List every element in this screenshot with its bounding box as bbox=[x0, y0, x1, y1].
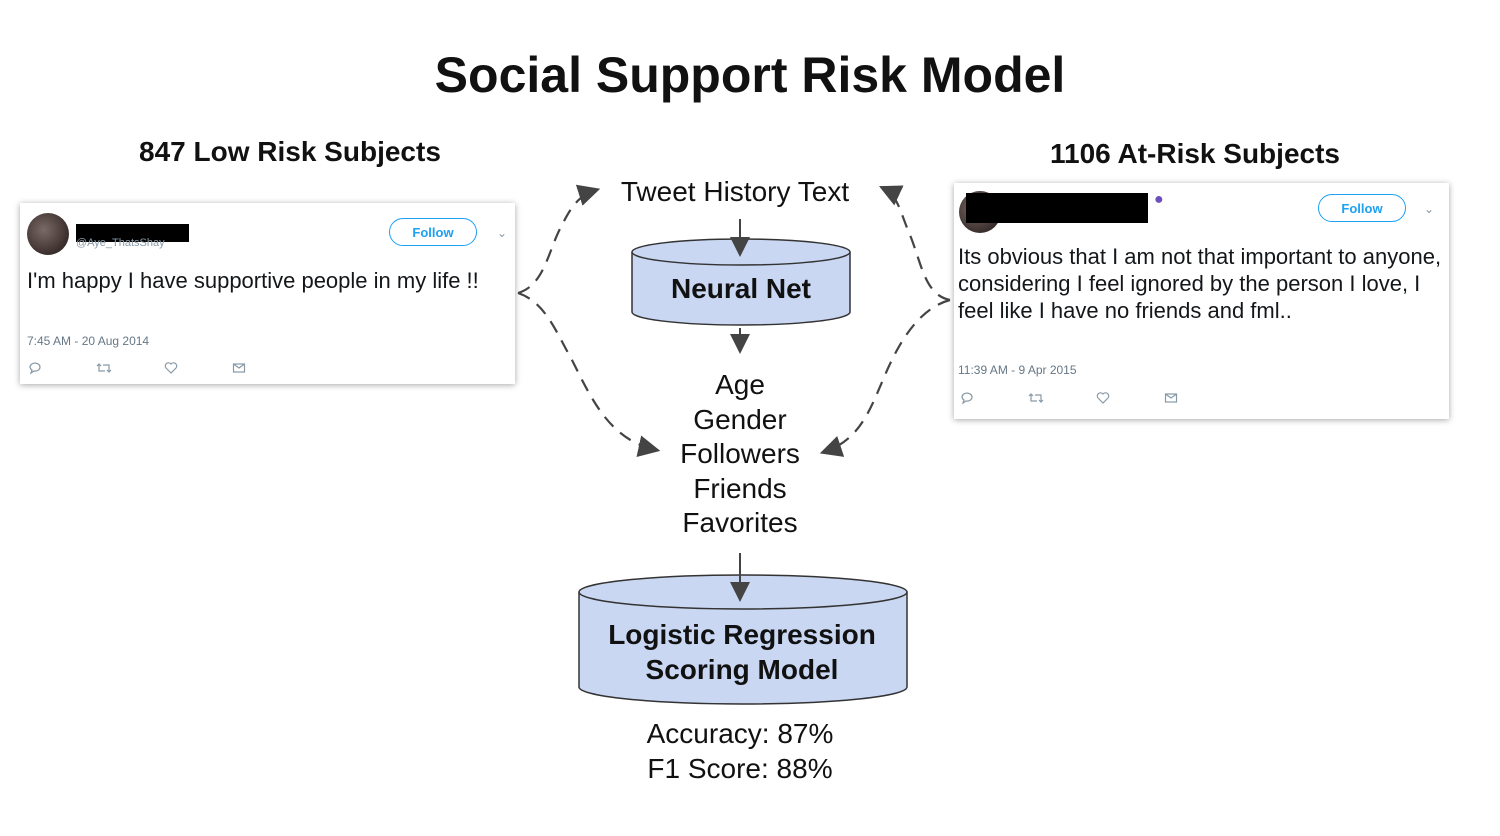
tweet-timestamp[interactable]: 7:45 AM - 20 Aug 2014 bbox=[27, 334, 150, 348]
feature-list: Age Gender Followers Friends Favorites bbox=[640, 368, 840, 541]
feature-item: Age bbox=[715, 369, 765, 400]
feature-item: Gender bbox=[693, 403, 787, 435]
tweet-timestamp[interactable]: 11:39 AM - 9 Apr 2015 bbox=[958, 363, 1077, 377]
message-icon[interactable] bbox=[232, 361, 300, 378]
page-title: Social Support Risk Model bbox=[434, 47, 1066, 103]
accuracy-metric: Accuracy: 87% bbox=[646, 718, 834, 749]
follow-button[interactable]: Follow bbox=[389, 218, 477, 246]
at-risk-label: 1106 At-Risk Subjects bbox=[1050, 138, 1340, 169]
avatar[interactable] bbox=[27, 213, 69, 255]
neural-net-label: Neural Net bbox=[670, 273, 812, 304]
reply-icon[interactable] bbox=[960, 391, 1028, 408]
low-risk-label: 847 Low Risk Subjects bbox=[139, 136, 441, 167]
tweet-actions bbox=[960, 391, 1232, 408]
arrow-left-tweet-to-text bbox=[517, 184, 601, 295]
tweet-card-low-risk: @Aye_ThatsShay Follow ⌄ I'm happy I have… bbox=[20, 203, 515, 384]
logistic-regression-label: Logistic Regression Scoring Model bbox=[608, 619, 876, 685]
like-icon[interactable] bbox=[1096, 391, 1164, 408]
tweet-text: I'm happy I have supportive people in my… bbox=[27, 268, 479, 293]
arrow-right-tweet-to-text bbox=[879, 185, 951, 302]
input-label: Tweet History Text bbox=[620, 176, 850, 207]
chevron-down-icon[interactable]: ⌄ bbox=[1424, 202, 1435, 216]
arrow-left-tweet-to-features bbox=[517, 291, 661, 457]
tweet-text: Its obvious that I am not that important… bbox=[958, 244, 1442, 323]
like-icon[interactable] bbox=[164, 361, 232, 378]
redacted-name bbox=[76, 224, 189, 242]
follow-button[interactable]: Follow bbox=[1318, 194, 1406, 222]
retweet-icon[interactable] bbox=[1028, 391, 1096, 408]
chevron-down-icon[interactable]: ⌄ bbox=[497, 226, 508, 240]
whale-emoji-icon: ● bbox=[1154, 191, 1164, 208]
feature-item: Favorites bbox=[682, 507, 798, 539]
tweet-actions bbox=[28, 361, 300, 378]
tweet-card-at-risk: ● Follow ⌄ Its obvious that I am not tha… bbox=[954, 183, 1449, 419]
redacted-name bbox=[966, 193, 1148, 223]
user-handle[interactable]: @Aye_ThatsShay bbox=[76, 237, 165, 249]
feature-item: Friends bbox=[693, 472, 787, 504]
metrics: Accuracy: 87% F1 Score: 88% bbox=[590, 716, 890, 786]
message-icon[interactable] bbox=[1164, 391, 1232, 408]
retweet-icon[interactable] bbox=[96, 361, 164, 378]
f1-score-metric: F1 Score: 88% bbox=[647, 753, 833, 784]
arrow-right-tweet-to-features bbox=[819, 298, 951, 457]
reply-icon[interactable] bbox=[28, 361, 96, 378]
feature-item: Followers bbox=[680, 438, 800, 470]
